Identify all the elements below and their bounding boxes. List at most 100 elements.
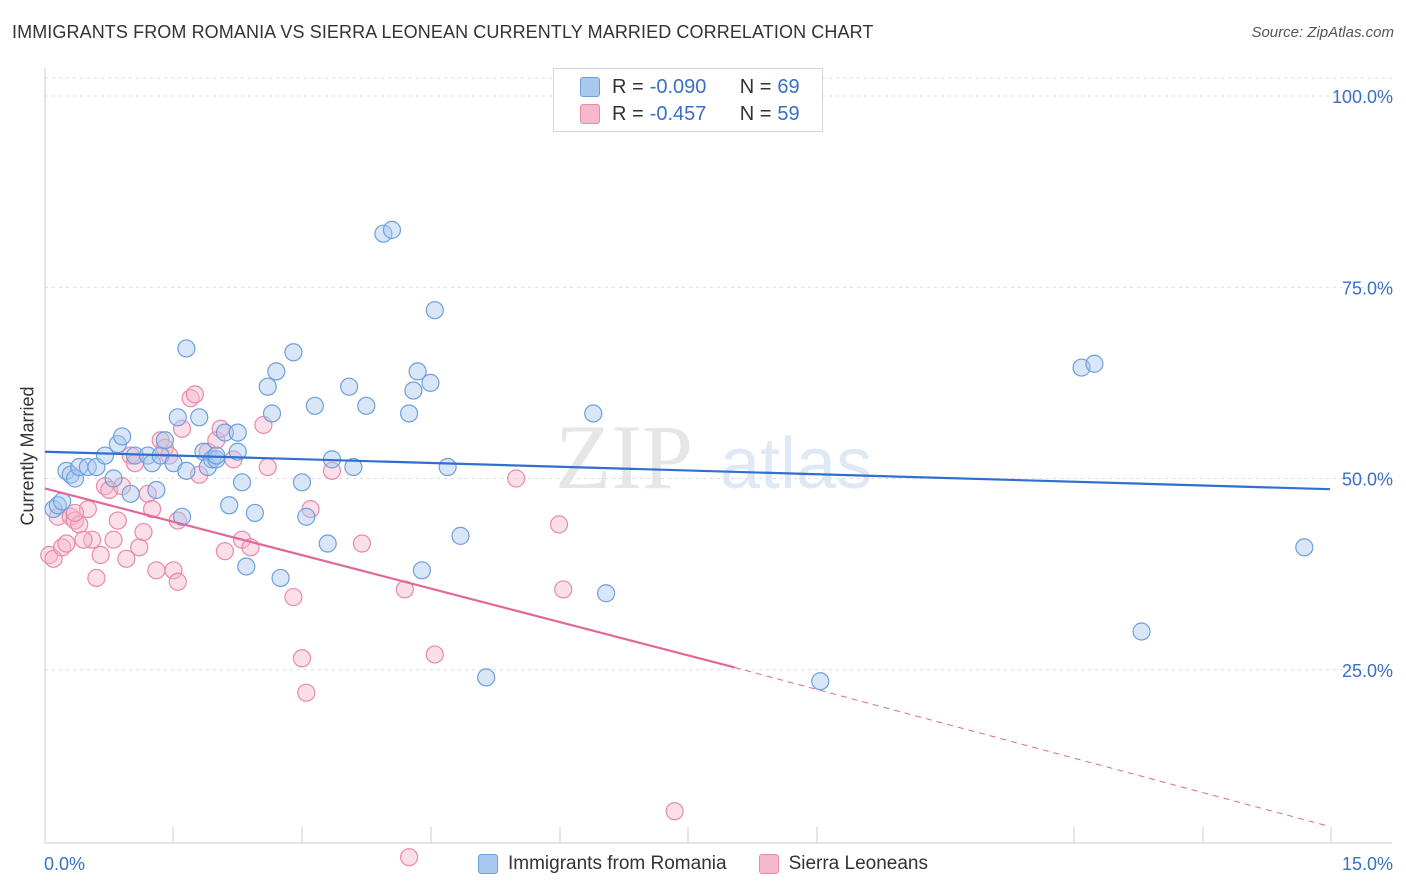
- data-point-blue: [104, 469, 123, 488]
- data-point-pink: [215, 542, 234, 561]
- n-value-pink: 59: [777, 102, 800, 125]
- series-legend: Immigrants from Romania Sierra Leoneans: [0, 851, 1406, 877]
- data-point-blue: [404, 381, 423, 400]
- data-point-blue: [292, 473, 312, 492]
- data-point-blue: [340, 377, 359, 396]
- legend-swatch-pink: [758, 854, 779, 874]
- n-value-blue: 69: [777, 75, 800, 98]
- n-label: N =: [739, 75, 772, 98]
- r-value-pink: -0.457: [649, 102, 707, 125]
- data-point-blue: [177, 461, 196, 480]
- data-point-blue: [237, 557, 256, 576]
- data-point-blue: [267, 362, 286, 381]
- x-tick-label-min: 0.0%: [44, 854, 85, 874]
- data-point-blue: [284, 343, 303, 362]
- data-point-blue: [1132, 622, 1151, 641]
- data-point-blue: [399, 404, 419, 423]
- y-tick-label: 25.0%: [1342, 661, 1393, 681]
- series-immigrants-from-romania: [44, 220, 1314, 691]
- y-axis-label: Currently Married: [17, 386, 38, 526]
- data-point-blue: [228, 442, 247, 461]
- data-point-blue: [357, 396, 376, 415]
- data-point-blue: [1295, 538, 1314, 557]
- r-label: R =: [612, 75, 644, 98]
- data-point-blue: [811, 672, 830, 691]
- data-point-blue: [215, 423, 234, 442]
- data-point-blue: [65, 469, 85, 488]
- data-point-blue: [172, 507, 192, 526]
- data-point-blue: [207, 450, 226, 469]
- data-point-pink: [425, 645, 444, 664]
- legend-row-blue: R = -0.090 N = 69: [580, 74, 800, 100]
- data-point-blue: [245, 503, 264, 523]
- data-point-pink: [117, 549, 136, 568]
- tick-labels: 25.0% 50.0% 75.0% 100.0% 0.0% 15.0%: [44, 87, 1393, 874]
- data-point-pink: [665, 802, 684, 821]
- data-point-pink: [549, 515, 569, 534]
- legend-swatch-blue: [478, 854, 498, 874]
- data-point-blue: [220, 496, 239, 515]
- data-point-blue: [451, 526, 470, 545]
- trend-line-pink: [44, 487, 735, 669]
- data-point-pink: [91, 545, 110, 565]
- n-label: N =: [739, 102, 772, 125]
- data-point-blue: [155, 431, 175, 450]
- trend-line-blue: [44, 450, 1331, 491]
- x-tick-label-max: 15.0%: [1342, 854, 1393, 874]
- legend-label-romania: Immigrants from Romania: [508, 853, 727, 874]
- data-point-blue: [438, 457, 457, 477]
- data-point-blue: [232, 473, 252, 492]
- data-point-blue: [147, 480, 166, 500]
- legend-item-sierra-leoneans[interactable]: Sierra Leoneans: [758, 853, 928, 875]
- data-point-blue: [408, 362, 427, 381]
- data-point-blue: [95, 446, 115, 465]
- data-point-pink: [134, 522, 153, 542]
- r-label: R =: [612, 102, 644, 125]
- data-point-blue: [305, 396, 324, 415]
- data-point-pink: [185, 385, 205, 404]
- legend-item-romania[interactable]: Immigrants from Romania: [478, 853, 727, 875]
- data-point-pink: [297, 683, 316, 702]
- r-value-blue: -0.090: [649, 75, 707, 98]
- data-point-pink: [74, 530, 93, 549]
- legend-swatch-blue: [580, 77, 600, 97]
- trend-line-extension-pink: [734, 666, 1331, 828]
- data-point-pink: [554, 580, 573, 599]
- data-point-pink: [172, 419, 192, 438]
- data-point-blue: [382, 220, 402, 239]
- data-point-blue: [190, 408, 209, 427]
- data-point-pink: [164, 561, 183, 580]
- data-point-pink: [284, 587, 303, 607]
- data-point-pink: [104, 530, 123, 549]
- y-tick-label: 50.0%: [1342, 470, 1393, 490]
- y-tick-label: 75.0%: [1342, 278, 1393, 298]
- data-point-blue: [258, 377, 277, 396]
- data-point-blue: [421, 373, 440, 392]
- data-point-blue: [477, 668, 496, 687]
- data-point-blue: [318, 534, 337, 553]
- data-point-blue: [344, 457, 363, 477]
- y-tick-label: 100.0%: [1332, 87, 1393, 107]
- data-point-blue: [374, 224, 393, 243]
- trend-lines: [44, 450, 1331, 828]
- axes: [44, 68, 1392, 844]
- data-point-blue: [1085, 354, 1104, 373]
- data-point-pink: [258, 457, 277, 477]
- data-point-pink: [168, 572, 187, 591]
- data-point-blue: [425, 301, 444, 320]
- data-point-blue: [168, 408, 187, 427]
- data-point-pink: [65, 503, 85, 523]
- data-point-pink: [142, 500, 162, 519]
- data-point-blue: [271, 568, 290, 588]
- data-point-blue: [412, 561, 432, 580]
- data-point-pink: [292, 649, 312, 668]
- grid: [45, 77, 1392, 671]
- data-point-pink: [399, 848, 419, 867]
- data-point-blue: [262, 404, 282, 423]
- legend-row-pink: R = -0.457 N = 59: [580, 101, 800, 127]
- data-point-pink: [108, 511, 127, 530]
- data-point-blue: [112, 427, 132, 446]
- data-point-pink: [352, 534, 372, 553]
- data-point-blue: [228, 423, 247, 442]
- data-point-blue: [584, 404, 603, 423]
